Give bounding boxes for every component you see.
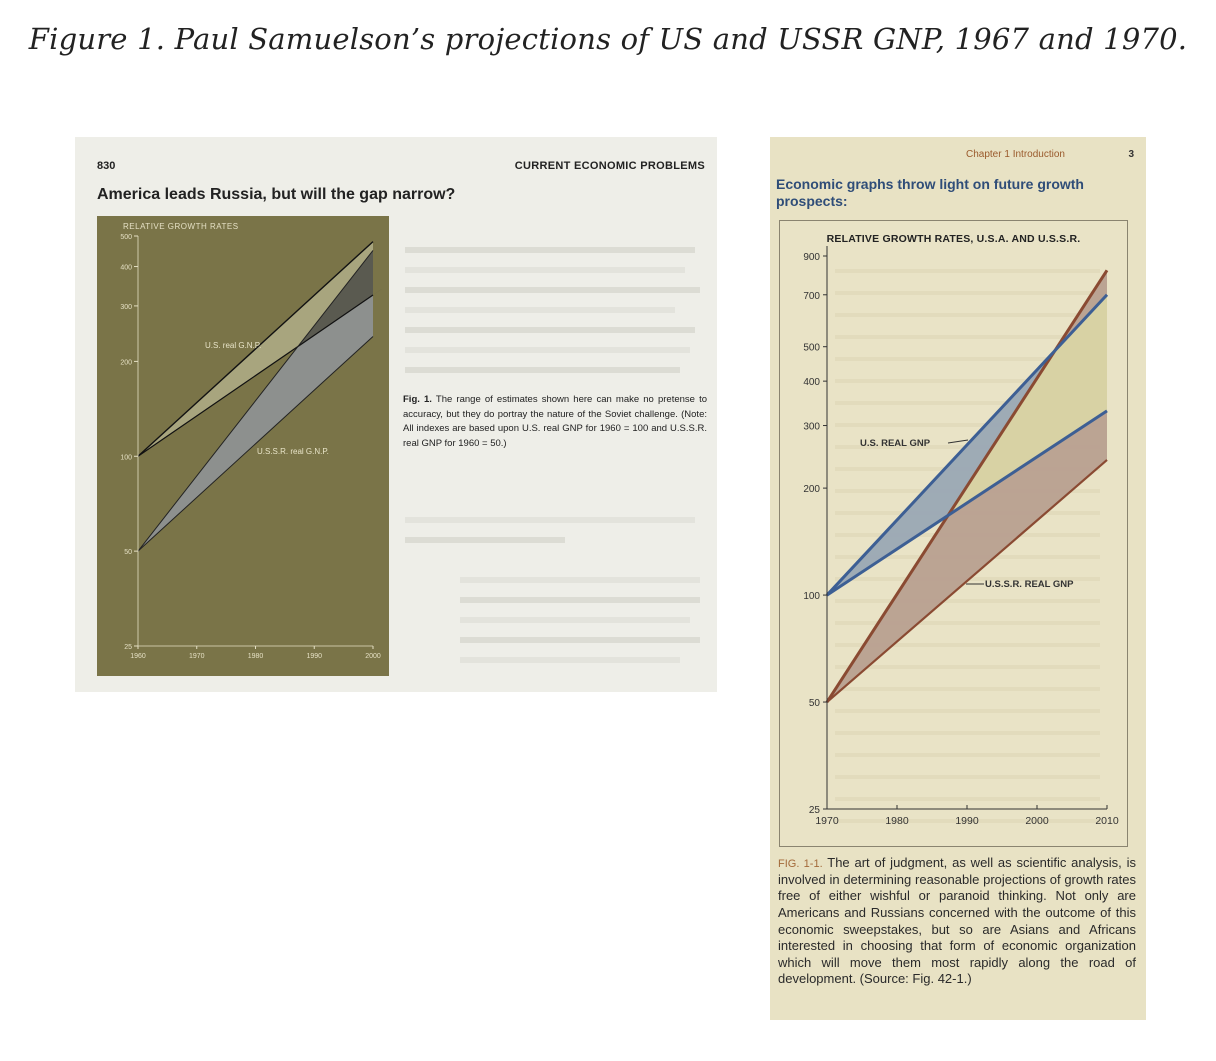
us-lower-line-1970	[826, 409, 1108, 597]
bleed-through-line	[460, 657, 680, 663]
y-tick-label-1970: 300	[803, 422, 820, 433]
figure-caption: Figure 1. Paul Samuelson’s projections o…	[28, 22, 1188, 56]
y-tick-label-1967: 50	[124, 549, 132, 556]
right-chart-title: RELATIVE GROWTH RATES, U.S.A. AND U.S.S.…	[826, 233, 1081, 245]
y-tick-label-1970: 700	[803, 291, 820, 302]
ussr-lower-line-1970	[826, 459, 1108, 703]
right-fig-label: FIG. 1-1.	[778, 858, 823, 870]
bleed-through-line	[460, 637, 700, 643]
right-heading: Economic graphs throw light on future gr…	[776, 176, 1084, 209]
y-tick-label-1967: 300	[120, 304, 132, 311]
us-series-label-1970: U.S. REAL GNP	[860, 438, 931, 449]
y-tick-label-1967: 25	[124, 644, 132, 651]
bleed-through-line	[460, 597, 700, 603]
y-tick-label-1967: 200	[120, 359, 132, 366]
us-upper-line-1970	[825, 293, 1109, 597]
bleed-through-line	[460, 577, 700, 583]
bleed-through-line	[460, 617, 690, 623]
right-page-1970: Chapter 1 Introduction 3 Economic graphs…	[770, 137, 1146, 1020]
left-fig-label: Fig. 1.	[403, 394, 432, 405]
us-upper-line-1967	[137, 241, 374, 457]
x-tick-label-1970: 1970	[815, 815, 839, 827]
bleed-through-line	[405, 307, 675, 313]
y-tick-label-1970: 400	[803, 377, 820, 388]
x-tick-label-1967: 1960	[130, 653, 146, 660]
y-tick-label-1967: 100	[120, 454, 132, 461]
left-figure-note: Fig. 1. The range of estimates shown her…	[403, 393, 707, 452]
ussr-upper-line-1967	[137, 250, 374, 552]
y-tick-label-1970: 200	[803, 484, 820, 495]
bleed-through-line	[405, 287, 700, 293]
left-chart-title: RELATIVE GROWTH RATES	[123, 222, 239, 231]
bleed-through-line	[405, 517, 695, 523]
right-running-head: Chapter 1 Introduction	[966, 149, 1065, 160]
bleed-through-line	[405, 367, 680, 373]
bleed-through-line	[405, 247, 695, 253]
x-tick-label-1970: 2000	[1025, 815, 1049, 827]
right-page-number: 3	[1128, 149, 1134, 160]
x-tick-label-1970: 1990	[955, 815, 979, 827]
right-figure-caption: FIG. 1-1. The art of judgment, as well a…	[778, 855, 1136, 988]
ussr-series-label-1970: U.S.S.R. REAL GNP	[985, 579, 1074, 590]
overlap-region-1967	[297, 250, 389, 347]
x-tick-label-1970: 2010	[1095, 815, 1119, 827]
ussr-upper-line-1970	[825, 269, 1109, 703]
left-page-1967: 830 CURRENT ECONOMIC PROBLEMS America le…	[75, 137, 717, 692]
us-lower-line-1967	[137, 294, 374, 457]
bleed-through-line	[405, 327, 695, 333]
left-fig-note-text: The range of estimates shown here can ma…	[403, 394, 708, 450]
ussr-series-label-1967: U.S.S.R. real G.N.P.	[257, 447, 329, 456]
left-chart: 500 400 300 200 100 50 25 1960 1970 1980 1990 2000 U…	[120, 234, 389, 660]
left-chart-panel: RELATIVE GROWTH RATES 500 400 300 200 100 50 2…	[97, 216, 389, 676]
y-tick-label-1967: 500	[120, 234, 132, 241]
us-series-label-1967: U.S. real G.N.P.	[205, 341, 261, 350]
y-tick-label-1970: 25	[809, 805, 821, 816]
ussr-lower-line-1967	[137, 336, 374, 552]
y-tick-label-1970: 100	[803, 591, 820, 602]
x-tick-label-1970: 1980	[885, 815, 909, 827]
x-tick-label-1967: 1980	[248, 653, 264, 660]
bleed-through-line	[405, 347, 690, 353]
left-page-number: 830	[97, 160, 116, 172]
bleed-through-line	[405, 537, 565, 543]
left-heading: America leads Russia, but will the gap n…	[97, 186, 456, 203]
us-label-leader-1970	[947, 439, 969, 444]
y-tick-label-1967: 400	[120, 265, 132, 272]
overlap-region-1970	[948, 294, 1107, 516]
y-tick-label-1970: 900	[803, 252, 820, 263]
bleed-through-line	[405, 267, 685, 273]
y-tick-label-1970: 500	[803, 343, 820, 354]
left-running-head: CURRENT ECONOMIC PROBLEMS	[514, 160, 705, 172]
right-chart-panel: RELATIVE GROWTH RATES, U.S.A. AND U.S.S.…	[779, 220, 1128, 847]
x-tick-label-1967: 1970	[189, 653, 205, 660]
x-tick-label-1967: 1990	[306, 653, 322, 660]
x-tick-label-1967: 2000	[365, 653, 381, 660]
right-fig-caption-text: The art of judgment, as well as scientif…	[778, 855, 1136, 987]
y-tick-label-1970: 50	[809, 698, 821, 709]
